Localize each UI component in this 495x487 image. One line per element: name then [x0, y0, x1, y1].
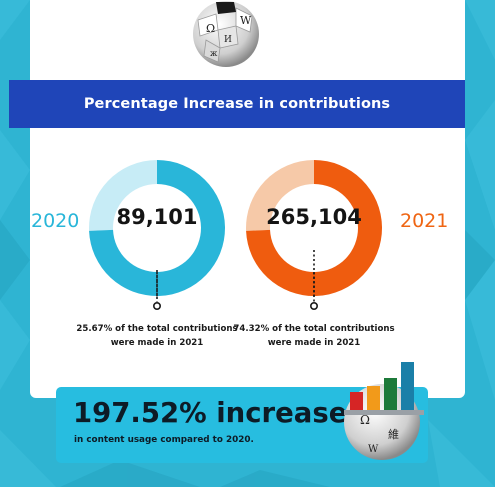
note-2020-line2: were made in 2021 — [110, 338, 204, 348]
svg-text:Ω: Ω — [206, 22, 215, 35]
note-2021-line2: were made in 2021 — [267, 338, 361, 348]
note-2020: 25.67% of the total contributions were m… — [62, 322, 252, 350]
chart-title: Percentage Increase in contributions — [83, 96, 391, 112]
note-2020-line1: 25.67% of the total contributions — [76, 324, 238, 334]
note-2021: 74.32% of the total contributions were m… — [219, 322, 409, 350]
year-label-2020: 2020 — [31, 210, 80, 232]
year-label-2021: 2021 — [400, 210, 449, 232]
donut-2021-slice-rest — [246, 160, 314, 231]
note-2021-line1: 74.32% of the total contributions — [233, 324, 395, 334]
summary-subline: in content usage compared to 2020. — [74, 435, 254, 445]
bar-chart-icon: Ω 維 W — [344, 362, 424, 460]
donut-2020-slice-highlighted — [89, 160, 225, 296]
svg-text:W: W — [368, 444, 379, 455]
donut-2020-slice-rest — [89, 160, 157, 231]
title-banner: Percentage Increase in contributions — [9, 80, 465, 128]
svg-text:維: 維 — [388, 428, 399, 441]
summary-headline: 197.52% increase — [73, 397, 348, 429]
wikipedia-globe-icon: Ω W И ж — [193, 1, 259, 67]
donut-2021-value: 265,104 — [266, 205, 362, 229]
svg-text:Ω: Ω — [360, 413, 370, 427]
svg-text:ж: ж — [210, 49, 218, 58]
svg-text:W: W — [240, 14, 252, 27]
donut-2020-value: 89,101 — [116, 205, 198, 229]
donut-2021-slice-highlighted — [246, 160, 382, 296]
svg-text:И: И — [224, 35, 232, 45]
